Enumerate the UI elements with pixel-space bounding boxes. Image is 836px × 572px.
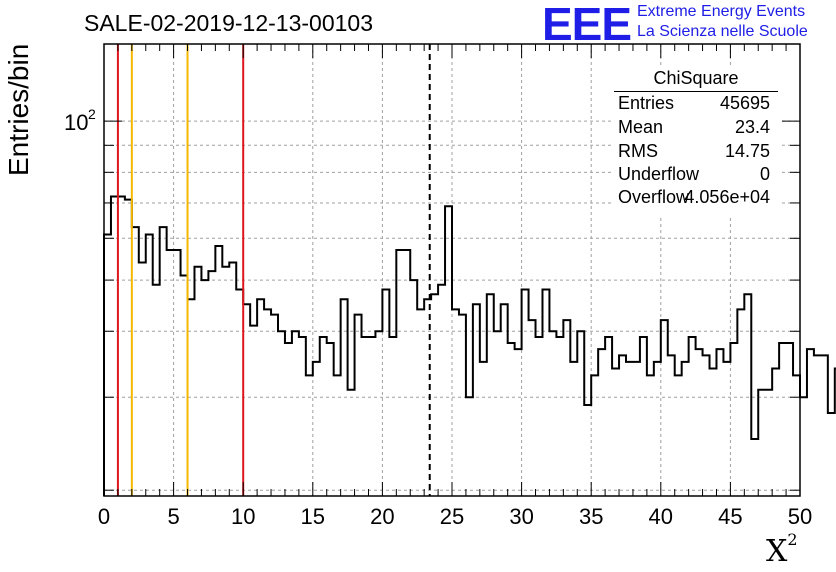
stats-value: 23.4 — [734, 117, 770, 137]
x-tick-label: 5 — [167, 504, 179, 529]
x-tick-label: 25 — [440, 504, 464, 529]
stats-label: Entries — [618, 93, 675, 113]
stats-row-rms: RMS 14.75 — [618, 141, 770, 163]
logo-line-2: La Scienza nelle Scuole — [637, 23, 808, 40]
stats-row-entries: Entries 45695 — [618, 93, 770, 115]
stats-label: Overflow — [618, 187, 690, 207]
histogram — [103, 195, 836, 496]
stats-label: RMS — [618, 141, 658, 161]
x-tick-label: 30 — [509, 504, 533, 529]
x-axis-label: X2 — [766, 530, 798, 569]
stats-row-overflow: Overflow 4.056e+04 — [618, 187, 770, 209]
stats-box: ChiSquare Entries 45695 Mean 23.4 RMS 14… — [611, 66, 781, 218]
stats-value: 45695 — [719, 93, 770, 113]
x-tick-label: 50 — [788, 504, 812, 529]
x-tick-label: 0 — [98, 504, 110, 529]
x-tick-label: 15 — [301, 504, 325, 529]
stats-value: 0 — [759, 164, 770, 184]
histogram-series — [103, 195, 836, 496]
x-tick-label: 10 — [231, 504, 255, 529]
logo-mark: EEE — [542, 0, 631, 50]
stats-label: Underflow — [618, 164, 700, 184]
stats-label: Mean — [618, 117, 664, 137]
eee-logo-icon: EEE — [542, 0, 632, 50]
stats-value: 4.056e+04 — [684, 187, 770, 207]
y-axis-label: Entries/bin — [3, 43, 34, 176]
reference-lines — [116, 44, 431, 496]
x-tick-label: 20 — [370, 504, 394, 529]
stats-row-underflow: Underflow 0 — [618, 164, 770, 186]
y-tick-label-base: 10 — [64, 110, 88, 135]
y-tick-label-exponent: 2 — [88, 106, 96, 122]
x-tick-label: 45 — [718, 504, 742, 529]
x-tick-label: 35 — [579, 504, 603, 529]
stats-row-mean: Mean 23.4 — [618, 117, 770, 139]
logo-line-1: Extreme Energy Events — [637, 3, 806, 20]
stats-title: ChiSquare — [653, 68, 739, 88]
chart-title: SALE-02-2019-12-13-00103 — [84, 10, 373, 36]
stats-divider — [614, 91, 778, 92]
stats-value: 14.75 — [724, 141, 770, 161]
x-tick-label: 40 — [649, 504, 673, 529]
